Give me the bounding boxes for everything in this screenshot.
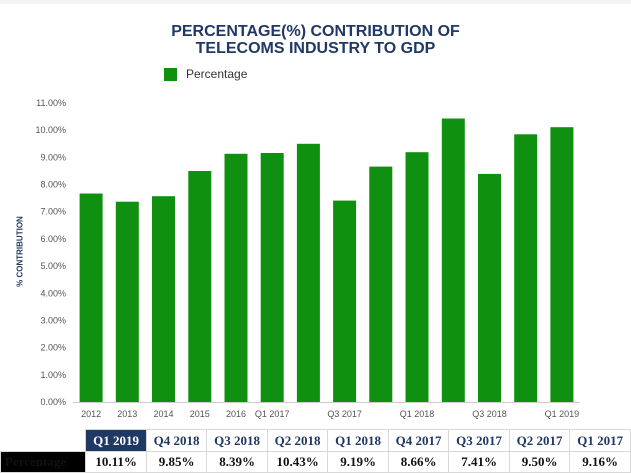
bar	[478, 173, 501, 402]
summary-value-cell: 9.16%	[569, 451, 631, 473]
legend-label: Percentage	[186, 67, 248, 81]
summary-header-cell: Q1 2019	[85, 429, 147, 452]
y-tick-label: 2.00%	[40, 343, 66, 353]
summary-header-cell: Q2 2018	[266, 429, 329, 452]
bar-chart: 0.00% 1.00% 2.00% 3.00% 4.00% 5.00% 6.00% 7.00%…	[35, 98, 580, 419]
summary-corner-cell	[0, 429, 86, 452]
summary-value-cell: 9.19%	[327, 451, 389, 473]
summary-value-cell: 7.41%	[448, 451, 510, 473]
summary-header-row: Q1 2019 Q4 2018 Q3 2018 Q2 2018 Q1 2018 …	[0, 429, 631, 452]
y-tick-label: 0.00%	[40, 397, 66, 407]
bar	[115, 201, 139, 402]
x-tick-label: 2015	[190, 409, 210, 419]
bar	[152, 196, 175, 402]
y-tick-label: 1.00%	[40, 370, 66, 380]
legend-swatch	[164, 67, 177, 81]
y-tick-label: 3.00%	[40, 315, 66, 325]
x-tick-label: Q3 2018	[472, 409, 507, 419]
summary-value-cell: 9.85%	[145, 451, 208, 473]
y-tick-label: 8.00%	[40, 180, 66, 190]
summary-value-cell: 9.50%	[508, 451, 571, 473]
summary-value-row: Percentage 10.11% 9.85% 8.39% 10.43% 9.1…	[0, 451, 631, 473]
summary-value-cell: 10.11%	[85, 451, 147, 473]
x-tick-label: 2016	[226, 409, 246, 419]
bars	[79, 118, 574, 403]
summary-header-cell: Q4 2017	[387, 429, 450, 452]
bar	[296, 143, 320, 403]
summary-header-cell: Q3 2017	[448, 429, 510, 452]
y-tick-label: 10.00%	[35, 125, 66, 135]
x-axis: 2012 2013 2014 2015 2016 Q1 2017 Q3 2017 Q1 201…	[81, 409, 579, 419]
x-tick-label: 2013	[117, 409, 137, 419]
x-tick-label: Q1 2017	[255, 409, 290, 419]
chart-title-line-2: TELECOMS INDUSTRY TO GDP	[195, 40, 436, 57]
summary-header-cell: Q2 2017	[508, 429, 571, 452]
chart-title-line-1: PERCENTAGE(%) CONTRIBUTION OF	[171, 23, 460, 40]
summary-value-cell: 8.39%	[206, 451, 268, 473]
summary-value-cell: 8.66%	[387, 451, 450, 473]
y-tick-label: 4.00%	[40, 288, 66, 298]
y-tick-label: 5.00%	[40, 261, 66, 271]
summary-header-cell: Q1 2018	[327, 429, 389, 452]
bar	[441, 118, 465, 402]
x-tick-label: Q1 2018	[400, 409, 435, 419]
bar	[369, 166, 393, 402]
y-tick-label: 9.00%	[40, 152, 66, 162]
bar	[79, 193, 103, 402]
summary-table: Q1 2019 Q4 2018 Q3 2018 Q2 2018 Q1 2018 …	[0, 429, 631, 473]
top-strip	[0, 0, 631, 4]
bar	[550, 127, 574, 402]
bar	[514, 134, 538, 403]
chart-legend: Percentage	[164, 67, 247, 81]
y-tick-label: 7.00%	[40, 207, 66, 217]
summary-header-cell: Q1 2017	[569, 429, 631, 452]
bar	[224, 153, 248, 402]
x-tick-label: 2014	[153, 409, 173, 419]
y-tick-label: 11.00%	[36, 98, 66, 108]
bar	[188, 171, 212, 402]
bar	[333, 200, 357, 402]
summary-header-cell: Q4 2018	[145, 429, 208, 452]
x-tick-label: Q1 2019	[545, 409, 580, 419]
summary-header-cell: Q3 2018	[206, 429, 268, 452]
y-axis: 0.00% 1.00% 2.00% 3.00% 4.00% 5.00% 6.00% 7.00%…	[35, 98, 66, 407]
summary-value-cell: 10.43%	[266, 451, 329, 473]
y-tick-label: 6.00%	[40, 234, 66, 244]
summary-row-label: Percentage	[0, 451, 87, 473]
chart-title: PERCENTAGE(%) CONTRIBUTION OF TELECOMS I…	[0, 23, 631, 57]
bar	[260, 153, 284, 402]
x-tick-label: 2012	[81, 409, 101, 419]
x-tick-label: Q3 2017	[327, 409, 362, 419]
bar	[405, 152, 429, 402]
